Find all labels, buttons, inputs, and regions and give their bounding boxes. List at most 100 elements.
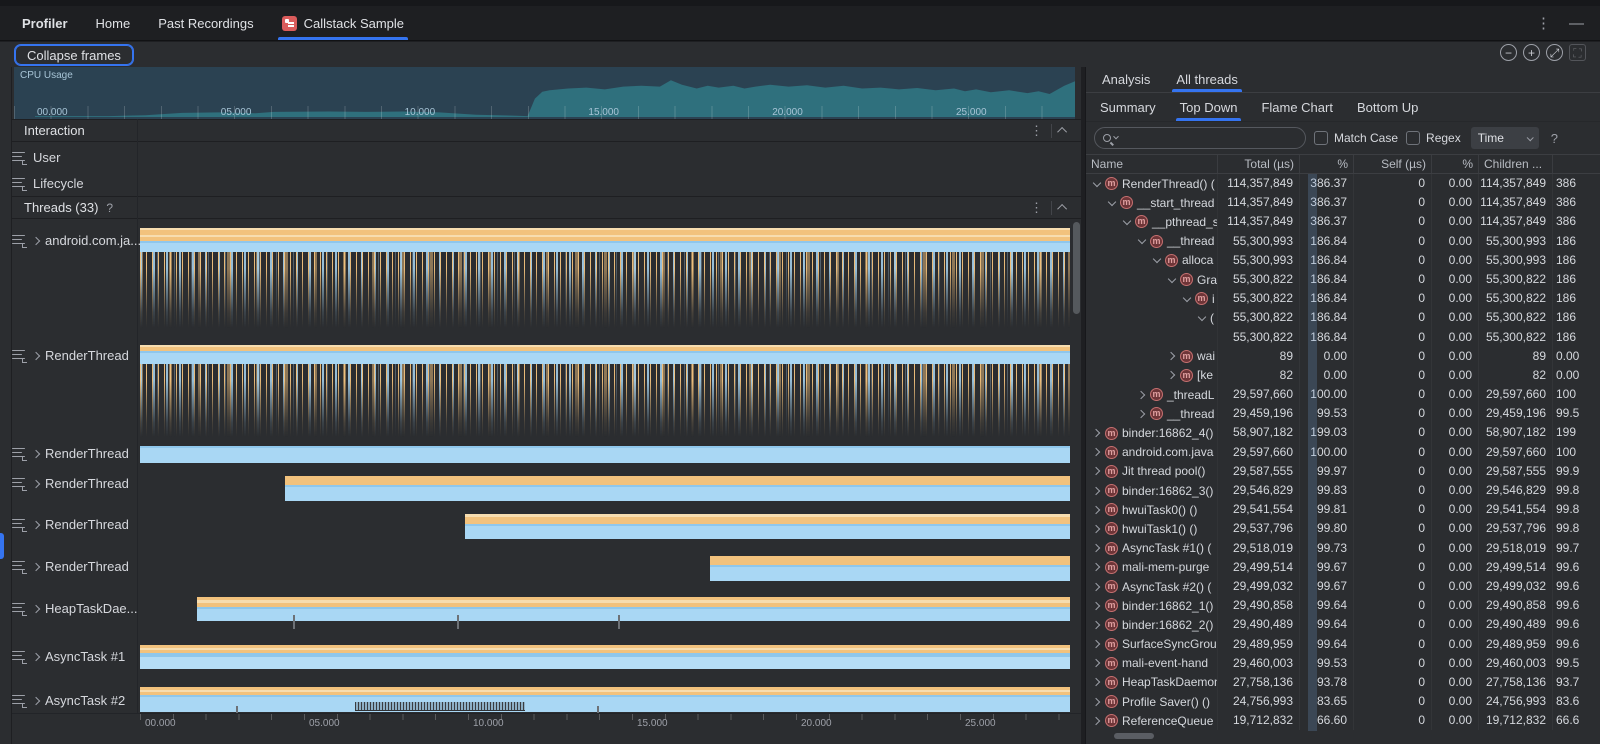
subtab-bottom-up[interactable]: Bottom Up: [1356, 99, 1419, 115]
expand-node-icon[interactable]: [1092, 658, 1102, 668]
expand-node-icon[interactable]: [1092, 639, 1102, 649]
thread-track[interactable]: [140, 345, 1070, 437]
table-row[interactable]: 55,300,822 186.84 0 0.00 55,300,822 186: [1086, 327, 1600, 347]
table-row[interactable]: m binder:16862_3() 29,546,829 99.83 0 0.00 29,…: [1086, 481, 1600, 501]
column-header--[interactable]: %: [1300, 155, 1354, 173]
table-row[interactable]: m [ke 82 0.00 0 0.00 82 0.00: [1086, 365, 1600, 386]
table-row[interactable]: m binder:16862_2() 29,490,489 99.64 0 0.00 29,…: [1086, 615, 1600, 635]
collapse-node-icon[interactable]: [1122, 217, 1132, 227]
table-row[interactable]: m mali-mem-purge 29,499,514 99.67 0 0.00 29,49…: [1086, 557, 1600, 577]
expand-thread-icon[interactable]: [31, 351, 41, 360]
column-header-name[interactable]: Name: [1086, 155, 1218, 173]
collapse-node-icon[interactable]: [1167, 275, 1177, 285]
table-row[interactable]: (55,300,822 186.84 0 0.00 55,300,822 186: [1086, 308, 1600, 328]
thread-label[interactable]: RenderThread: [12, 558, 129, 575]
table-row[interactable]: m binder:16862_1() 29,490,858 99.64 0 0.00 29,…: [1086, 596, 1600, 616]
thread-label[interactable]: HeapTaskDae...: [12, 600, 138, 617]
subtab-summary[interactable]: Summary: [1100, 99, 1156, 115]
collapse-node-icon[interactable]: [1152, 255, 1162, 265]
checkbox-box[interactable]: [1406, 131, 1421, 145]
threads-scrollbar[interactable]: [1073, 222, 1080, 314]
collapse-node-icon[interactable]: [1107, 198, 1117, 208]
column-header-children-[interactable]: Children ...: [1479, 155, 1553, 173]
expand-node-icon[interactable]: [1137, 409, 1147, 419]
help-icon[interactable]: ?: [1550, 130, 1558, 146]
table-row[interactable]: m __thread 55,300,993 186.84 0 0.00 55,300,993…: [1086, 231, 1600, 251]
kebab-menu-icon[interactable]: ⋮: [1030, 199, 1043, 215]
collapse-node-icon[interactable]: [1197, 313, 1207, 323]
expand-node-icon[interactable]: [1092, 466, 1102, 476]
table-row[interactable]: m alloca 55,300,993 186.84 0 0.00 55,300,993 18…: [1086, 250, 1600, 270]
interaction-row-lifecycle[interactable]: Lifecycle: [12, 175, 84, 192]
reset-zoom-icon[interactable]: ⤢: [1546, 44, 1563, 61]
thread-label[interactable]: RenderThread: [12, 347, 129, 364]
subtab-top-down[interactable]: Top Down: [1175, 93, 1242, 121]
column-header-total-s-[interactable]: Total (µs): [1218, 155, 1300, 173]
kebab-menu-icon[interactable]: ⋮: [1536, 15, 1551, 32]
thread-label[interactable]: RenderThread: [12, 475, 129, 492]
collapse-section-icon[interactable]: [1057, 126, 1068, 137]
kebab-menu-icon[interactable]: ⋮: [1030, 122, 1043, 138]
collapse-node-icon[interactable]: [1137, 236, 1147, 246]
table-row[interactable]: m HeapTaskDaemon 27,758,136 93.78 0 0.00 27,75…: [1086, 672, 1600, 693]
table-row[interactable]: m _threadL 29,597,660 100.00 0 0.00 29,597,660…: [1086, 385, 1600, 405]
table-row[interactable]: m i 55,300,822 186.84 0 0.00 55,300,822 186: [1086, 289, 1600, 309]
table-row[interactable]: m wai 89 0.00 0 0.00 89 0.00: [1086, 346, 1600, 366]
thread-track[interactable]: [140, 446, 1070, 463]
table-row[interactable]: m Gra 55,300,822 186.84 0 0.00 55,300,822 186: [1086, 269, 1600, 290]
expand-thread-icon[interactable]: [31, 479, 41, 488]
expand-node-icon[interactable]: [1092, 620, 1102, 630]
column-header--[interactable]: %: [1432, 155, 1479, 173]
column-header-self-s-[interactable]: Self (µs): [1354, 155, 1432, 173]
table-row[interactable]: m Jit thread pool() 29,587,555 99.97 0 0.00 29…: [1086, 461, 1600, 481]
minimize-icon[interactable]: —: [1569, 14, 1584, 32]
thread-label[interactable]: AsyncTask #2: [12, 692, 125, 709]
match-case-checkbox[interactable]: Match Case: [1314, 131, 1398, 145]
thread-track[interactable]: [140, 687, 1070, 720]
table-row[interactable]: m AsyncTask #2() (29,499,032 99.67 0 0.00 29,…: [1086, 576, 1600, 597]
thread-label[interactable]: android.com.ja...: [12, 232, 141, 249]
thread-track[interactable]: [140, 228, 1070, 328]
table-row[interactable]: m RenderThread() (114,357,849 386.37 0 0.00 1…: [1086, 174, 1600, 194]
expand-node-icon[interactable]: [1092, 428, 1102, 438]
expand-node-icon[interactable]: [1092, 505, 1102, 515]
expand-node-icon[interactable]: [1092, 677, 1102, 687]
expand-node-icon[interactable]: [1092, 716, 1102, 726]
table-row[interactable]: m ReferenceQueue 19,712,832 66.60 0 0.00 19,71…: [1086, 711, 1600, 731]
horizontal-scrollbar[interactable]: [1114, 733, 1154, 739]
thread-track[interactable]: [285, 476, 1070, 501]
expand-thread-icon[interactable]: [31, 520, 41, 529]
subtab-flame-chart[interactable]: Flame Chart: [1261, 99, 1333, 115]
collapse-section-icon[interactable]: [1057, 203, 1068, 214]
table-row[interactable]: m android.com.java 29,597,660 100.00 0 0.00 29…: [1086, 442, 1600, 462]
expand-node-icon[interactable]: [1092, 601, 1102, 611]
cpu-usage-chart[interactable]: CPU Usage 00.000 05.000 10.000 15.000 20.000…: [14, 67, 1075, 119]
tab-past-recordings[interactable]: Past Recordings: [144, 6, 267, 40]
expand-node-icon[interactable]: [1167, 370, 1177, 380]
expand-thread-icon[interactable]: [31, 562, 41, 571]
table-row[interactable]: m hwuiTask1() () 29,537,796 99.80 0 0.00 29,53…: [1086, 519, 1600, 539]
table-row[interactable]: m SurfaceSyncGrou 29,489,959 99.64 0 0.00 29,4…: [1086, 634, 1600, 654]
expand-node-icon[interactable]: [1167, 351, 1177, 361]
table-row[interactable]: m binder:16862_4() 58,907,182 199.03 0 0.00 58…: [1086, 423, 1600, 443]
expand-thread-icon[interactable]: [31, 236, 41, 245]
zoom-in-icon[interactable]: +: [1523, 44, 1540, 61]
expand-node-icon[interactable]: [1092, 543, 1102, 553]
table-row[interactable]: m AsyncTask #1() (29,518,019 99.73 0 0.00 29,…: [1086, 538, 1600, 558]
tab-home[interactable]: Home: [82, 6, 145, 40]
time-reference-dropdown[interactable]: Time: [1470, 127, 1539, 149]
thread-track[interactable]: [465, 514, 1070, 539]
expand-node-icon[interactable]: [1092, 486, 1102, 496]
table-row[interactable]: m __pthread_s 114,357,849 386.37 0 0.00 114,35…: [1086, 212, 1600, 232]
expand-thread-icon[interactable]: [31, 696, 41, 705]
help-icon[interactable]: ?: [106, 200, 114, 215]
thread-track[interactable]: [140, 645, 1070, 669]
expand-node-icon[interactable]: [1092, 447, 1102, 457]
collapse-node-icon[interactable]: [1182, 294, 1192, 304]
table-row[interactable]: m Profile Saver() () 24,756,993 83.65 0 0.00 2…: [1086, 692, 1600, 712]
zoom-out-icon[interactable]: −: [1500, 44, 1517, 61]
table-row[interactable]: m __start_thread 114,357,849 386.37 0 0.00 114…: [1086, 193, 1600, 213]
expand-node-icon[interactable]: [1137, 390, 1147, 400]
checkbox-box[interactable]: [1314, 131, 1328, 145]
expand-thread-icon[interactable]: [31, 652, 41, 661]
